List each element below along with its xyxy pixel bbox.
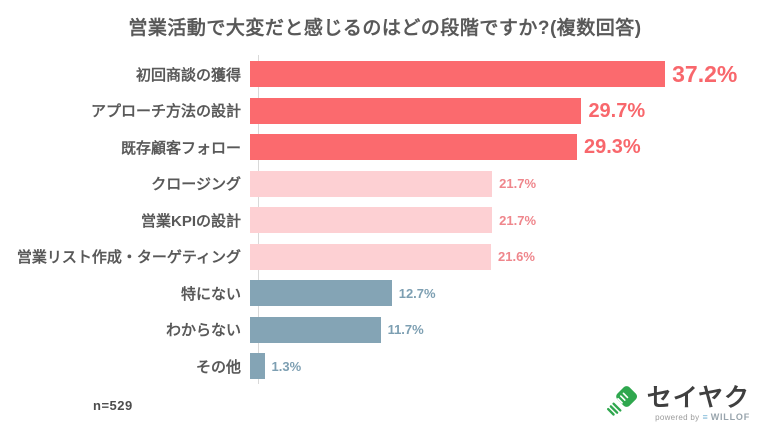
- chart-row: アプローチ方法の設計 29.7%: [0, 93, 770, 130]
- bar-area: 29.7%: [250, 93, 770, 130]
- bar-area: 21.7%: [250, 202, 770, 239]
- bar: [250, 316, 381, 343]
- category-label: クロージング: [151, 176, 241, 194]
- sample-size-label: n=529: [93, 398, 133, 413]
- bar-area: 21.6%: [250, 239, 770, 276]
- value-label: 21.6%: [498, 249, 535, 265]
- category-label: 特にない: [180, 285, 241, 303]
- powered-by-line: powered by ≡ WILLOF: [655, 412, 750, 422]
- value-label: 11.7%: [387, 322, 424, 338]
- value-label: 12.7%: [398, 285, 436, 301]
- handshake-icon: [606, 386, 637, 417]
- bar: [250, 243, 492, 270]
- chart-row: 営業KPIの設計 21.7%: [0, 202, 770, 239]
- category-label: アプローチ方法の設計: [90, 103, 241, 121]
- bar-area: 29.3%: [250, 129, 770, 166]
- value-label: 29.7%: [588, 99, 646, 122]
- chart-row: わからない 11.7%: [0, 312, 770, 349]
- category-label: その他: [195, 358, 241, 376]
- bar-area: 21.7%: [250, 166, 770, 203]
- category-label: 既存顧客フォロー: [120, 139, 241, 157]
- chart-row: 既存顧客フォロー 29.3%: [0, 129, 770, 166]
- value-label: 29.3%: [583, 136, 641, 159]
- chart-row: クロージング 21.7%: [0, 166, 770, 203]
- value-label: 21.7%: [499, 176, 537, 192]
- willof-brand-name: WILLOF: [710, 412, 750, 422]
- value-label: 21.7%: [499, 212, 537, 228]
- seiyaku-logo: セイヤク powered by ≡ WILLOF: [604, 383, 750, 422]
- bar: [250, 207, 493, 234]
- chart-row: その他 1.3%: [0, 348, 770, 385]
- chart-row: 営業リスト作成・ターゲティング 21.6%: [0, 239, 770, 276]
- bar-area: 1.3%: [250, 348, 770, 385]
- bar: [250, 280, 392, 307]
- bar: [250, 353, 265, 380]
- bar: [250, 134, 577, 161]
- chart-title: 営業活動で大変だと感じるのはどの段階ですか?(複数回答): [128, 18, 642, 39]
- category-label: 営業リスト作成・ターゲティング: [16, 249, 241, 267]
- bar: [250, 170, 493, 197]
- logo-brand-name: セイヤク: [646, 383, 750, 412]
- bar: [250, 97, 582, 124]
- logo-text-block: セイヤク powered by ≡ WILLOF: [646, 383, 750, 422]
- value-label: 1.3%: [271, 358, 302, 374]
- category-label: わからない: [165, 322, 241, 340]
- chart-row: 初回商談の獲得 37.2%: [0, 56, 770, 93]
- bar-area: 12.7%: [250, 275, 770, 312]
- willof-mark-icon: ≡: [702, 411, 708, 422]
- bar: [250, 61, 666, 88]
- value-label: 37.2%: [672, 60, 738, 87]
- chart-row: 特にない 12.7%: [0, 275, 770, 312]
- bar-area: 11.7%: [250, 312, 770, 349]
- powered-by-label: powered by: [655, 412, 700, 422]
- bar-area: 37.2%: [250, 56, 770, 93]
- category-label: 営業KPIの設計: [140, 212, 241, 230]
- category-label: 初回商談の獲得: [135, 66, 241, 84]
- bar-chart: 初回商談の獲得 37.2% アプローチ方法の設計 29.7% 既存顧客フォロー 29.3%…: [0, 56, 770, 385]
